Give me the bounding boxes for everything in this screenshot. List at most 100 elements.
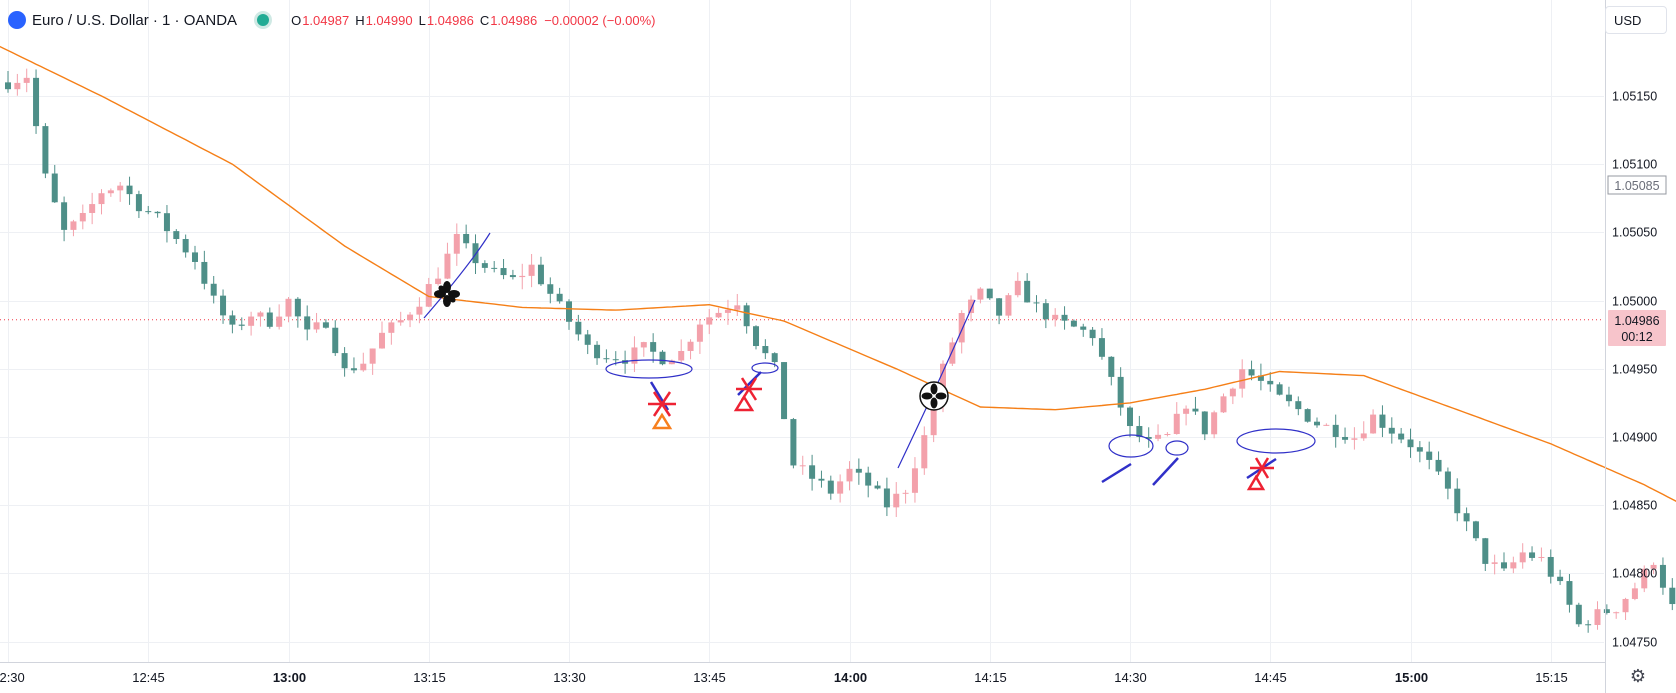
slash-mark-1 [649, 381, 670, 411]
candle-body [481, 263, 488, 268]
candle-body [1229, 388, 1236, 397]
candle-body [79, 212, 86, 222]
candle-body [1603, 609, 1610, 613]
red-star-marker-3 [1250, 457, 1274, 479]
candle-body [1033, 302, 1040, 304]
candle-body [1613, 612, 1620, 614]
candle-body [1669, 587, 1676, 605]
candle-body [1042, 303, 1049, 320]
candle-body [435, 278, 442, 285]
slash-mark-2 [737, 371, 762, 396]
candle-body [846, 468, 853, 482]
candle-body [463, 233, 470, 244]
candle-body [294, 298, 301, 317]
candle-body [594, 344, 601, 359]
candle-body [1370, 414, 1377, 434]
candle-body [1351, 438, 1358, 440]
candle-body [238, 324, 245, 326]
change-value: −0.00002 (−0.00%) [544, 12, 656, 28]
candle-body [444, 253, 451, 279]
time-tick-label: 15:15 [1535, 670, 1568, 685]
candle-body [612, 359, 619, 361]
candle-body [304, 316, 311, 330]
candle-body [1024, 280, 1031, 303]
candle-body [1304, 409, 1311, 422]
candle-body [182, 239, 189, 253]
candle-body [762, 346, 769, 354]
user-drawings [423, 232, 1316, 491]
candle-body [1267, 380, 1274, 385]
slash-mark-3 [1101, 462, 1132, 484]
candle-body [771, 353, 778, 363]
currency-pair-icon [8, 11, 26, 29]
time-tick-label: 12:30 [0, 670, 25, 685]
price-tick-label: 1.05050 [1612, 226, 1657, 240]
marker-price-label: 1.05085 [1614, 179, 1659, 193]
candle-body [781, 362, 788, 420]
candle-body [491, 267, 498, 269]
red-star-marker-1 [648, 391, 676, 417]
chart-settings-gear-icon[interactable]: ⚙ [1629, 666, 1647, 686]
candle-body [322, 322, 329, 328]
candle-body [472, 243, 479, 264]
red-triangle-marker-1 [733, 394, 755, 412]
candle-body [949, 342, 956, 364]
currency-button[interactable]: USD [1605, 6, 1667, 34]
time-tick-label: 14:30 [1114, 670, 1147, 685]
price-tick-label: 1.04800 [1612, 567, 1657, 581]
candle-body [724, 309, 731, 313]
candle-body [1379, 414, 1386, 428]
candle-body [827, 480, 834, 494]
symbol-title[interactable]: Euro / U.S. Dollar · 1 · OANDA [32, 11, 238, 29]
candle-body [818, 478, 825, 481]
candle-body [248, 316, 255, 326]
candle-body [743, 305, 750, 327]
candle-body [425, 284, 432, 307]
candle-body [1070, 320, 1077, 327]
candle-body [893, 493, 900, 508]
candle-body [201, 261, 208, 284]
candle-body [528, 264, 535, 276]
candle-body [837, 481, 844, 494]
candle-body [145, 211, 152, 213]
candle-body [566, 301, 572, 322]
candle-body [1519, 552, 1526, 563]
candle-body [1501, 562, 1507, 569]
candle-body [874, 485, 881, 489]
countdown-label: 00:12 [1621, 330, 1652, 344]
candle-body [556, 293, 563, 302]
candle-body [734, 305, 741, 310]
candle-body [23, 77, 30, 83]
candle-body [1239, 369, 1246, 389]
chart-grid [0, 0, 1604, 662]
marker-price-badge: 1.05085 [1607, 175, 1667, 195]
candle-body [977, 288, 984, 300]
candle-body [986, 288, 993, 299]
candle-body [1080, 326, 1087, 330]
candle-body [453, 233, 460, 254]
price-axis: 1.05150 1.05100 1.05050 1.05000 1.04950 1.049… [1605, 0, 1667, 693]
candle-body [1145, 436, 1152, 439]
candle-body [678, 350, 685, 361]
candle-body [1426, 451, 1433, 460]
candle-body [1360, 433, 1367, 439]
close-key: C [479, 12, 490, 28]
candle-body [1631, 588, 1638, 599]
candle-body [266, 312, 273, 327]
candle-body [416, 306, 423, 315]
candle-body [668, 360, 675, 365]
candle-body [70, 221, 77, 230]
candle-body [687, 341, 694, 351]
candle-body [930, 403, 937, 436]
candle-body [631, 347, 638, 364]
candle-body [1510, 562, 1517, 569]
candle-body [1061, 314, 1068, 321]
candle-body [285, 298, 292, 317]
candle-body [1435, 459, 1442, 472]
moving-average-line [0, 45, 1676, 502]
open-value: 1.04987 [302, 12, 350, 28]
candle-body [1089, 329, 1096, 339]
price-axis-labels: 1.05150 1.05100 1.05050 1.05000 1.04950 1.049… [1612, 90, 1657, 650]
candle-body [332, 327, 339, 354]
